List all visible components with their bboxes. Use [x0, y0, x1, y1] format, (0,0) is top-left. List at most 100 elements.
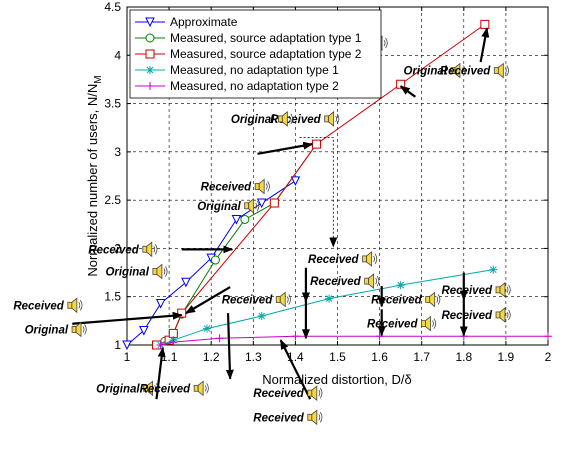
speaker-cone: [156, 263, 163, 280]
data-point-shape: [325, 294, 334, 303]
speaker-wave: [319, 412, 323, 423]
speaker-body: [307, 413, 313, 421]
data-point: [311, 139, 321, 149]
speaker-wave: [375, 277, 378, 285]
data-point-shape: [169, 338, 178, 347]
legend-swatch-marker: [145, 33, 155, 43]
annotation-received: Received: [13, 297, 83, 314]
x-tick-label: 2: [545, 350, 552, 364]
annotation-original: Original: [25, 321, 87, 338]
dashed-connector-path: [299, 136, 338, 248]
legend-swatch-marker-shape: [145, 17, 155, 28]
speaker-wave: [318, 389, 321, 397]
speaker-icon: [193, 380, 209, 397]
y-axis-title-subscript: M: [93, 75, 104, 83]
annotation-arrow: [185, 286, 231, 315]
annotation-received: Received: [371, 291, 441, 308]
speaker-icon: [362, 251, 378, 267]
speaker-wave: [265, 183, 268, 190]
speaker-cone: [366, 251, 372, 267]
y-tick-label: 3.5: [104, 97, 121, 111]
data-point: [240, 214, 250, 224]
annotation-received: Received: [140, 380, 209, 397]
annotation-label: Received: [308, 254, 359, 266]
data-point-shape: [181, 277, 191, 288]
annotation-label: Received: [371, 294, 422, 306]
annotation-label: Received: [253, 388, 304, 400]
legend: Approximate Measured, source adaptation t…: [129, 9, 382, 99]
x-tick-label: 1.6: [371, 350, 388, 364]
speaker-wave: [508, 309, 511, 321]
x-tick-label: 1.5: [329, 350, 346, 364]
annotation-received: Received: [441, 281, 511, 298]
annotation-arrow: [279, 339, 312, 400]
data-point-shape: [269, 198, 279, 208]
data-point: [325, 294, 334, 303]
annotation-label: Received: [440, 66, 491, 78]
annotation-arrow: [72, 311, 183, 325]
annotation-received: Received: [310, 273, 380, 289]
annotation-received: Received: [201, 178, 270, 195]
speaker-cone: [248, 197, 255, 214]
speaker-wave: [508, 284, 511, 296]
speaker-icon: [143, 380, 159, 397]
annotation-label: Received: [441, 310, 492, 322]
y-tick-label: 2: [114, 241, 121, 255]
speaker-icon: [493, 62, 509, 79]
data-point-shape: [210, 255, 220, 265]
data-point: [291, 332, 300, 341]
speaker-wave: [84, 324, 87, 335]
speaker-wave: [436, 296, 439, 303]
data-point-shape: [256, 198, 267, 209]
speaker-wave: [267, 181, 270, 192]
legend-swatch-marker: [145, 49, 155, 59]
speaker-wave: [154, 244, 158, 255]
speaker-wave: [286, 296, 289, 303]
speaker-wave: [506, 311, 509, 319]
speaker-body: [307, 389, 313, 397]
speaker-cone: [71, 297, 78, 314]
speaker-wave: [154, 385, 157, 392]
series-1: [122, 176, 301, 351]
speaker-wave: [288, 294, 291, 305]
speaker-icon: [495, 281, 511, 298]
annotation-label: Received: [367, 319, 418, 331]
speaker-wave: [437, 294, 441, 305]
annotation-label: Received: [270, 114, 321, 126]
data-point: [139, 326, 149, 336]
series-3: [151, 19, 490, 350]
data-point: [155, 298, 166, 309]
speaker-wave: [336, 113, 340, 125]
data-point-shape: [215, 334, 224, 343]
annotation-label: Original: [25, 324, 69, 336]
legend-item-3: Measured, source adaptation type 2: [135, 47, 362, 61]
data-point-shape: [240, 214, 250, 224]
speaker-wave: [318, 414, 321, 421]
plot-frame: [126, 6, 549, 346]
data-point: [210, 255, 220, 265]
speaker-icon: [275, 291, 291, 308]
data-point-shape: [489, 265, 498, 274]
speaker-icon: [364, 273, 380, 289]
speaker-icon: [142, 241, 158, 258]
speaker-body: [67, 301, 73, 309]
speaker-wave: [433, 318, 437, 329]
speaker-body: [254, 183, 260, 190]
annotation-label: Original: [105, 266, 149, 278]
speaker-cone: [429, 291, 436, 308]
speaker-wave: [335, 115, 338, 123]
speaker-cone: [328, 111, 335, 127]
speaker-icon: [277, 111, 293, 127]
legend-swatch-marker: [145, 17, 155, 28]
speaker-icon: [425, 291, 441, 308]
data-point-shape: [396, 281, 405, 290]
annotation-label: Original: [231, 114, 275, 126]
data-point-shape: [311, 139, 321, 149]
y-tick-label: 1: [114, 338, 121, 352]
speaker-body: [362, 255, 367, 263]
speaker-body: [277, 115, 283, 123]
speaker-body: [152, 268, 158, 275]
speaker-wave: [319, 387, 323, 399]
speaker-body: [142, 245, 148, 253]
data-point: [202, 324, 211, 333]
